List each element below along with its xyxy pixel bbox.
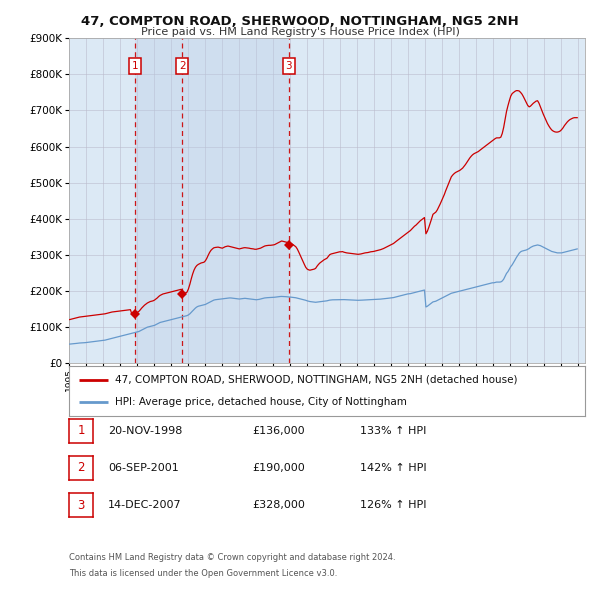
Text: 3: 3	[286, 61, 292, 71]
Text: 126% ↑ HPI: 126% ↑ HPI	[360, 500, 427, 510]
Text: HPI: Average price, detached house, City of Nottingham: HPI: Average price, detached house, City…	[115, 397, 407, 407]
Text: 14-DEC-2007: 14-DEC-2007	[108, 500, 182, 510]
Bar	[135, 38, 182, 363]
Text: 1: 1	[131, 61, 138, 71]
Text: 133% ↑ HPI: 133% ↑ HPI	[360, 426, 427, 435]
Text: 06-SEP-2001: 06-SEP-2001	[108, 463, 179, 473]
Text: £136,000: £136,000	[252, 426, 305, 435]
Text: £328,000: £328,000	[252, 500, 305, 510]
Text: 47, COMPTON ROAD, SHERWOOD, NOTTINGHAM, NG5 2NH: 47, COMPTON ROAD, SHERWOOD, NOTTINGHAM, …	[81, 15, 519, 28]
Text: 20-NOV-1998: 20-NOV-1998	[108, 426, 182, 435]
Text: 2: 2	[179, 61, 185, 71]
Text: This data is licensed under the Open Government Licence v3.0.: This data is licensed under the Open Gov…	[69, 569, 337, 578]
Text: 2: 2	[77, 461, 85, 474]
Text: 47, COMPTON ROAD, SHERWOOD, NOTTINGHAM, NG5 2NH (detached house): 47, COMPTON ROAD, SHERWOOD, NOTTINGHAM, …	[115, 375, 518, 385]
Text: 1: 1	[77, 424, 85, 437]
Text: Price paid vs. HM Land Registry's House Price Index (HPI): Price paid vs. HM Land Registry's House …	[140, 27, 460, 37]
Text: Contains HM Land Registry data © Crown copyright and database right 2024.: Contains HM Land Registry data © Crown c…	[69, 553, 395, 562]
Text: 142% ↑ HPI: 142% ↑ HPI	[360, 463, 427, 473]
Text: 3: 3	[77, 499, 85, 512]
Bar	[182, 38, 289, 363]
Text: £190,000: £190,000	[252, 463, 305, 473]
